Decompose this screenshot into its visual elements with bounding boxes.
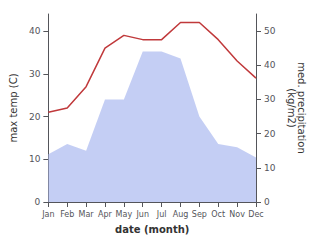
svg-text:40: 40	[29, 26, 41, 36]
svg-text:max temp (C): max temp (C)	[8, 73, 19, 142]
svg-text:10: 10	[264, 163, 276, 173]
svg-text:Jul: Jul	[156, 210, 167, 219]
svg-text:Jun: Jun	[135, 210, 149, 219]
svg-text:Oct: Oct	[211, 210, 225, 219]
svg-text:Dec: Dec	[248, 210, 263, 219]
svg-text:date (month): date (month)	[115, 224, 189, 235]
svg-text:Apr: Apr	[98, 210, 113, 219]
svg-text:Nov: Nov	[229, 210, 245, 219]
svg-text:40: 40	[264, 60, 276, 70]
svg-text:(kg/m2): (kg/m2)	[286, 88, 297, 128]
svg-text:20: 20	[264, 129, 276, 139]
svg-text:May: May	[116, 210, 133, 219]
svg-text:Sep: Sep	[192, 210, 207, 219]
svg-text:50: 50	[264, 26, 276, 36]
svg-text:Aug: Aug	[173, 210, 189, 219]
svg-text:med. precipitation: med. precipitation	[295, 62, 307, 154]
svg-text:0: 0	[35, 197, 41, 207]
svg-text:0: 0	[264, 197, 270, 207]
svg-text:Feb: Feb	[60, 210, 74, 219]
svg-text:10: 10	[29, 154, 41, 164]
svg-text:Jan: Jan	[41, 210, 54, 219]
svg-text:30: 30	[264, 94, 276, 104]
svg-text:20: 20	[29, 112, 41, 122]
svg-text:30: 30	[29, 69, 41, 79]
svg-text:Mar: Mar	[79, 210, 95, 219]
